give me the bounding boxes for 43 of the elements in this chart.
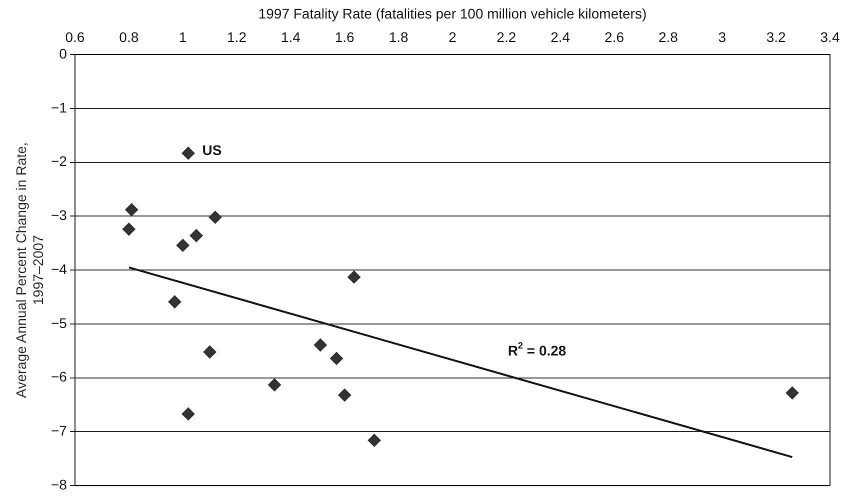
point [330,352,344,365]
point [208,210,222,224]
y-axis-title: Average Annual Percent Change in Rate, 1997–2007 [12,142,46,398]
x-tick-label: 0.6 [65,29,85,46]
x-tick-label: 2.4 [550,29,570,46]
x-tick-label: 0.8 [119,29,139,46]
x-tick-label: 1.8 [388,29,408,46]
point [338,388,352,402]
point [268,378,282,392]
y-tick-label: −7 [50,422,68,439]
y-tick-label: −5 [50,314,68,331]
point [182,407,195,420]
point [190,229,203,242]
point [122,222,136,236]
x-tick-label: 1 [178,29,187,46]
x-tick-label: 3.4 [820,29,840,46]
y-tick-label: −1 [50,99,68,116]
y-tick-label: −4 [50,260,68,277]
x-axis-title: 1997 Fatality Rate (fatalities per 100 million vehicle kilometers) [258,5,647,22]
x-tick-label: 3.2 [766,29,786,46]
x-tick-label: 1.2 [227,29,247,46]
y-tick-label: −6 [50,368,68,385]
x-tick-label: 3 [718,29,726,46]
annotation: US [202,142,222,158]
point [182,146,195,160]
x-tick-label: 1.4 [280,29,301,46]
point [203,345,216,358]
x-tick-label: 2.2 [496,29,516,46]
point [168,295,182,308]
point [176,238,190,252]
point [786,386,799,400]
y-tick-label: −3 [50,207,68,224]
point [314,338,327,352]
y-tick-label: −2 [50,153,68,170]
x-tick-label: 2.6 [604,29,624,46]
point [368,434,381,447]
x-tick-label: 2 [448,29,457,46]
x-tick-label: 2.8 [658,29,678,46]
y-tick-label: −8 [50,476,68,492]
x-tick-label: 1.6 [334,29,355,46]
y-tick-label: 0 [59,45,68,62]
point [348,270,361,284]
point [125,203,138,216]
